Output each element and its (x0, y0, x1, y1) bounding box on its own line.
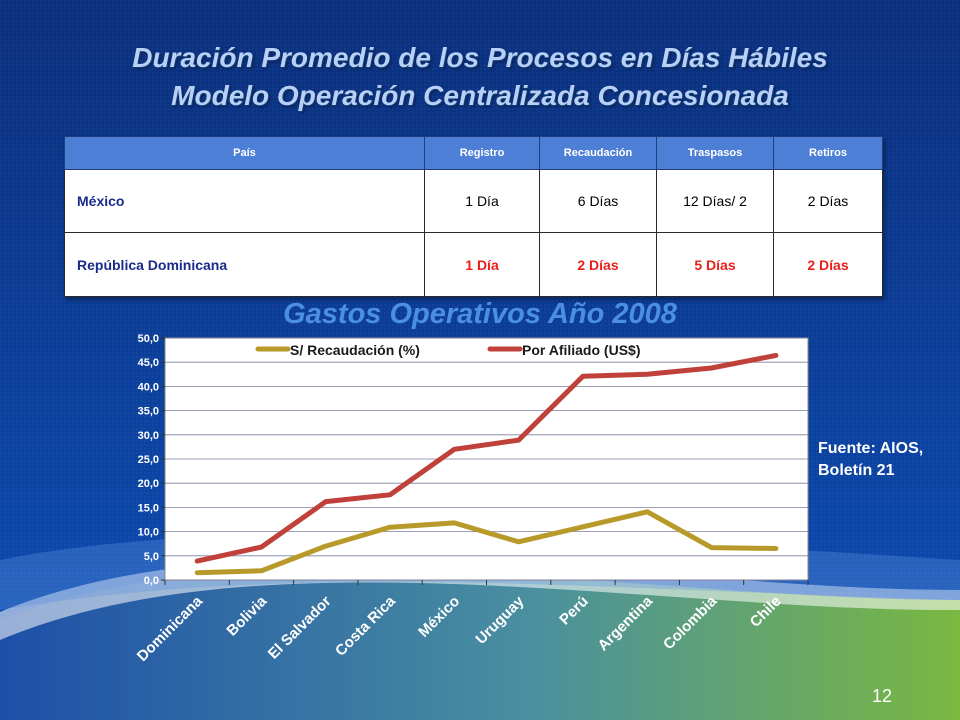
y-tick-label: 20,0 (138, 478, 159, 490)
table-row: República Dominicana 1 Día 2 Días 5 Días… (64, 232, 883, 297)
cell-recaudacion: 2 Días (539, 232, 657, 297)
legend-label: Por Afiliado (US$) (522, 342, 641, 358)
x-tick-label: Argentina (595, 592, 657, 654)
x-tick-label: Bolivia (223, 592, 270, 639)
column-header-registro: Registro (424, 136, 540, 170)
cell-retiros: 2 Días (773, 169, 883, 233)
y-tick-label: 25,0 (138, 454, 159, 466)
chart-title: Gastos Operativos Año 2008 (283, 298, 677, 330)
source-note: Fuente: AIOS, Boletín 21 (818, 440, 924, 479)
process-duration-table: País Registro Recaudación Traspasos Reti… (64, 136, 883, 297)
slide-number: 12 (872, 686, 893, 706)
column-header-country: País (64, 136, 425, 170)
slide-title-line1: Duración Promedio de los Procesos en Día… (132, 42, 828, 73)
x-tick-label: Chile (747, 593, 785, 631)
cell-recaudacion: 6 Días (539, 169, 657, 233)
x-tick-label: Perú (556, 593, 592, 629)
x-tick-label: Colombia (660, 592, 721, 653)
cell-retiros: 2 Días (773, 232, 883, 297)
y-tick-label: 15,0 (138, 502, 159, 514)
y-tick-label: 40,0 (138, 381, 159, 393)
row-country-dominicana: República Dominicana (64, 232, 425, 297)
x-tick-label: México (415, 593, 463, 641)
cell-traspasos: 12 Días/ 2 (656, 169, 774, 233)
y-tick-label: 35,0 (138, 406, 159, 418)
y-tick-label: 45,0 (138, 357, 159, 369)
y-tick-label: 30,0 (138, 430, 159, 442)
y-tick-label: 50,0 (138, 333, 159, 345)
column-header-recaudacion: Recaudación (539, 136, 657, 170)
y-tick-label: 10,0 (138, 527, 159, 539)
table-row: México 1 Día 6 Días 12 Días/ 2 2 Días (64, 169, 883, 233)
y-tick-label: 5,0 (144, 551, 159, 563)
x-tick-label: Dominicana (134, 592, 207, 665)
slide-title-line2: Modelo Operación Centralizada Concesiona… (171, 80, 789, 111)
x-tick-label: Costa Rica (332, 592, 399, 659)
x-tick-label: El Salvador (265, 593, 335, 663)
x-tick-label: Uruguay (472, 592, 528, 648)
legend-label: S/ Recaudación (%) (290, 342, 420, 358)
y-tick-label: 0,0 (144, 575, 159, 587)
row-country-mexico: México (64, 169, 425, 233)
table-header-row: País Registro Recaudación Traspasos Reti… (64, 136, 883, 170)
column-header-retiros: Retiros (773, 136, 883, 170)
cell-traspasos: 5 Días (656, 232, 774, 297)
series-line-afiliado (194, 352, 779, 564)
series-line-recaudacion (194, 509, 779, 576)
cell-registro: 1 Día (424, 232, 540, 297)
